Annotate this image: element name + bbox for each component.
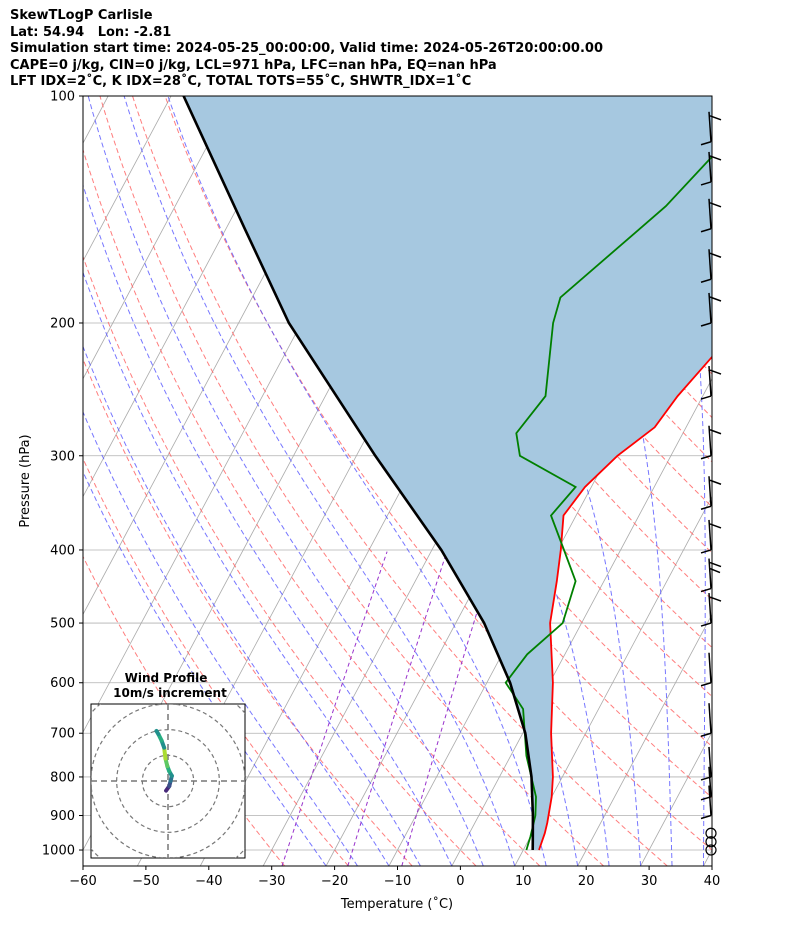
y-tick-label: 300	[50, 449, 75, 464]
isotherm	[83, 96, 235, 380]
y-tick-label: 700	[50, 727, 75, 742]
isotherm	[388, 260, 712, 866]
x-tick-label: −10	[384, 874, 411, 889]
chart-header: SkewTLogP Carlisle Lat: 54.94 Lon: -2.81…	[10, 8, 603, 91]
title: SkewTLogP Carlisle	[10, 8, 153, 23]
isotherm	[577, 613, 712, 866]
moist-adiabat	[83, 410, 358, 866]
simulation-times: Simulation start time: 2024-05-25_00:00:…	[10, 41, 603, 56]
y-axis: 100 200 300 400 500 600 700 800 900 1000	[42, 90, 83, 859]
dry-adiabat	[83, 148, 541, 866]
hodograph-segment	[154, 728, 161, 737]
x-tick-label: 20	[578, 874, 595, 889]
x-tick-label: 0	[456, 874, 464, 889]
hodograph-title: Wind Profile	[125, 671, 208, 685]
cape-indices: CAPE=0 j/kg, CIN=0 j/kg, LCL=971 hPa, LF…	[10, 57, 497, 73]
moist-adiabat	[83, 345, 390, 866]
x-tick-label: −40	[195, 874, 222, 889]
wind-barb	[700, 652, 712, 687]
mixing-ratio-line	[281, 551, 388, 866]
x-tick-label: −50	[132, 874, 159, 889]
parcel-profile	[182, 96, 535, 851]
dry-adiabat	[164, 96, 712, 851]
y-tick-label: 600	[50, 676, 75, 691]
wind-barb	[700, 785, 712, 820]
x-tick-label: 30	[641, 874, 658, 889]
isotherm	[703, 849, 712, 866]
y-tick-label: 400	[50, 543, 75, 558]
y-tick-label: 100	[50, 90, 75, 105]
wind-barb	[700, 766, 712, 801]
wind-barb	[705, 836, 717, 848]
moist-adiabat	[83, 470, 327, 866]
dry-adiabat	[83, 457, 349, 866]
dry-adiabat	[83, 255, 477, 866]
isotherm	[83, 96, 298, 498]
y-tick-label: 500	[50, 617, 75, 632]
wind-barb	[700, 746, 712, 781]
data-layer	[182, 96, 712, 851]
x-axis-label: Temperature (˚C)	[340, 896, 453, 912]
y-tick-label: 200	[50, 316, 75, 331]
moist-adiabat	[649, 96, 706, 866]
x-tick-label: 10	[515, 874, 532, 889]
isotherm	[640, 731, 712, 866]
y-tick-label: 1000	[42, 844, 75, 859]
location: Lat: 54.94 Lon: -2.81	[10, 24, 172, 40]
mixing-ratio-line	[347, 551, 448, 866]
moist-adiabat	[83, 271, 421, 866]
isotherm	[451, 377, 712, 866]
hodograph-inset: Wind Profile 10m/s increment	[90, 671, 246, 859]
y-tick-label: 800	[50, 770, 75, 785]
y-tick-label: 900	[50, 809, 75, 824]
y-axis-label: Pressure (hPa)	[18, 434, 33, 527]
wind-barb	[705, 844, 717, 856]
wind-barb	[700, 703, 712, 737]
dry-adiabat	[131, 96, 668, 866]
wind-barb	[700, 592, 722, 627]
wind-barb	[700, 519, 722, 554]
temperature-profile	[538, 355, 712, 851]
dry-adiabat	[99, 96, 604, 866]
x-tick-label: 40	[704, 874, 721, 889]
moist-adiabat	[123, 96, 516, 866]
dewpoint-profile	[504, 155, 712, 851]
isotherm	[514, 495, 712, 866]
dry-adiabat	[83, 357, 413, 866]
hodograph-subtitle: 10m/s increment	[113, 686, 227, 700]
parcel-area-fill	[183, 96, 712, 850]
x-tick-label: −30	[258, 874, 285, 889]
moist-adiabat	[83, 183, 453, 866]
isotherm	[766, 96, 794, 866]
stability-indices: LFT IDX=2˚C, K IDX=28˚C, TOTAL TOTS=55˚C…	[10, 74, 472, 89]
wind-barb	[705, 827, 717, 839]
x-axis: −60 −50 −40 −30 −20 −10 0 10 20 30 40	[69, 866, 720, 889]
moist-adiabat	[167, 96, 547, 866]
moist-adiabat	[87, 96, 484, 866]
x-tick-label: −20	[321, 874, 348, 889]
isotherm	[83, 96, 172, 262]
wind-barb	[700, 558, 722, 593]
x-tick-label: −60	[69, 874, 96, 889]
